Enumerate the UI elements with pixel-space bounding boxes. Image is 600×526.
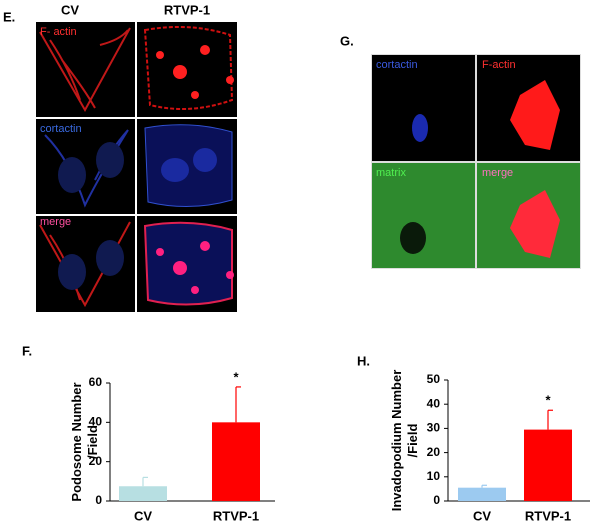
channel-label: merge — [482, 167, 513, 179]
y-tick-label: 40 — [89, 415, 103, 429]
y-tick-label: 0 — [95, 493, 102, 507]
panel-label: E. — [3, 9, 15, 24]
y-tick-label: 0 — [433, 493, 440, 507]
channel-label: cortactin — [376, 59, 418, 71]
panel-label: G. — [340, 33, 354, 48]
x-tick-label: RTVP-1 — [213, 508, 259, 523]
micrograph-grid — [36, 22, 237, 312]
significance-label: * — [233, 369, 239, 384]
channel-label: cortactin — [40, 123, 82, 135]
y-axis-label-line: Podosome Number — [69, 382, 84, 501]
column-label: CV — [61, 2, 79, 17]
channel-label: matrix — [376, 167, 406, 179]
x-tick-label: CV — [473, 508, 491, 523]
y-axis-label-line: /Field — [405, 423, 420, 457]
channel-label: F-actin — [482, 59, 516, 71]
y-tick-label: 60 — [89, 375, 103, 389]
y-axis-label: Invadopodium Number/Field — [389, 370, 420, 512]
panel-label: H. — [357, 353, 370, 368]
y-tick-label: 50 — [427, 372, 441, 386]
bar — [458, 487, 506, 501]
y-axis-label-line: /Field — [85, 425, 100, 459]
bar — [119, 486, 167, 501]
panel-label: F. — [22, 343, 32, 358]
x-tick-label: RTVP-1 — [525, 508, 571, 523]
micrograph-grid — [371, 54, 581, 269]
y-tick-label: 20 — [89, 454, 103, 468]
y-tick-label: 40 — [427, 396, 441, 410]
significance-label: * — [545, 393, 551, 408]
bar — [524, 429, 572, 501]
column-label: RTVP-1 — [164, 2, 210, 17]
y-tick-label: 20 — [427, 445, 441, 459]
x-tick-label: CV — [134, 508, 152, 523]
y-axis-label: Podosome Number/Field — [69, 382, 100, 501]
channel-label: merge — [40, 216, 71, 228]
y-axis-label-line: Invadopodium Number — [389, 370, 404, 512]
y-tick-label: 30 — [427, 421, 441, 435]
channel-label: F- actin — [40, 26, 77, 38]
y-tick-label: 10 — [427, 469, 441, 483]
bar — [212, 422, 260, 501]
